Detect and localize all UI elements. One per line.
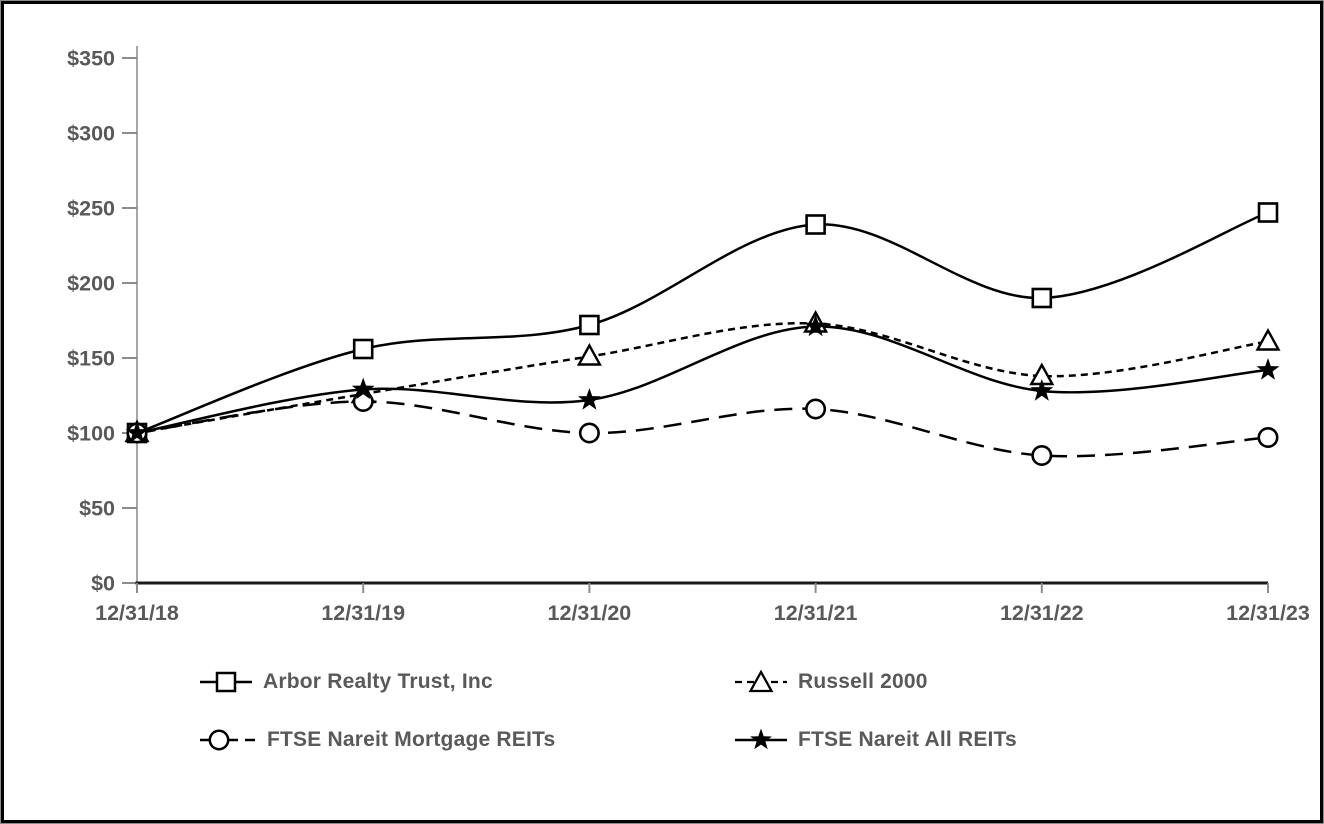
svg-text:$150: $150 xyxy=(67,347,115,371)
legend-item-russell-2000: Russell 2000 xyxy=(735,669,928,695)
svg-text:12/31/21: 12/31/21 xyxy=(774,601,858,625)
svg-text:$200: $200 xyxy=(67,272,115,296)
legend-label: FTSE Nareit All REITs xyxy=(798,728,1017,751)
legend-label: FTSE Nareit Mortgage REITs xyxy=(267,728,556,751)
legend-item-ftse-nareit-all-reits: FTSE Nareit All REITs xyxy=(735,727,1017,753)
legend-label: Russell 2000 xyxy=(798,670,928,693)
legend-item-ftse-nareit-mortgage-reits: FTSE Nareit Mortgage REITs xyxy=(200,727,555,753)
svg-text:$250: $250 xyxy=(67,197,115,221)
svg-text:$100: $100 xyxy=(67,422,115,446)
star-marker-icon xyxy=(735,728,787,750)
circle-marker-icon xyxy=(200,729,255,751)
performance-line-chart: $0 $50 $100 $150 $200 $250 $300 $350 12/31/18 12/… xyxy=(67,46,1310,625)
svg-text:$50: $50 xyxy=(79,497,115,521)
svg-text:12/31/18: 12/31/18 xyxy=(95,601,179,625)
svg-text:$0: $0 xyxy=(91,572,115,596)
svg-text:$350: $350 xyxy=(67,47,115,71)
svg-text:12/31/23: 12/31/23 xyxy=(1226,601,1310,625)
svg-text:$300: $300 xyxy=(67,122,115,146)
svg-text:12/31/19: 12/31/19 xyxy=(321,601,405,625)
svg-text:12/31/22: 12/31/22 xyxy=(1000,601,1084,625)
svg-text:12/31/20: 12/31/20 xyxy=(548,601,632,625)
triangle-marker-icon xyxy=(735,669,787,693)
legend-label: Arbor Realty Trust, Inc xyxy=(263,670,493,693)
legend-item-arbor-realty-trust: Arbor Realty Trust, Inc xyxy=(200,669,493,695)
square-marker-icon xyxy=(200,671,252,693)
